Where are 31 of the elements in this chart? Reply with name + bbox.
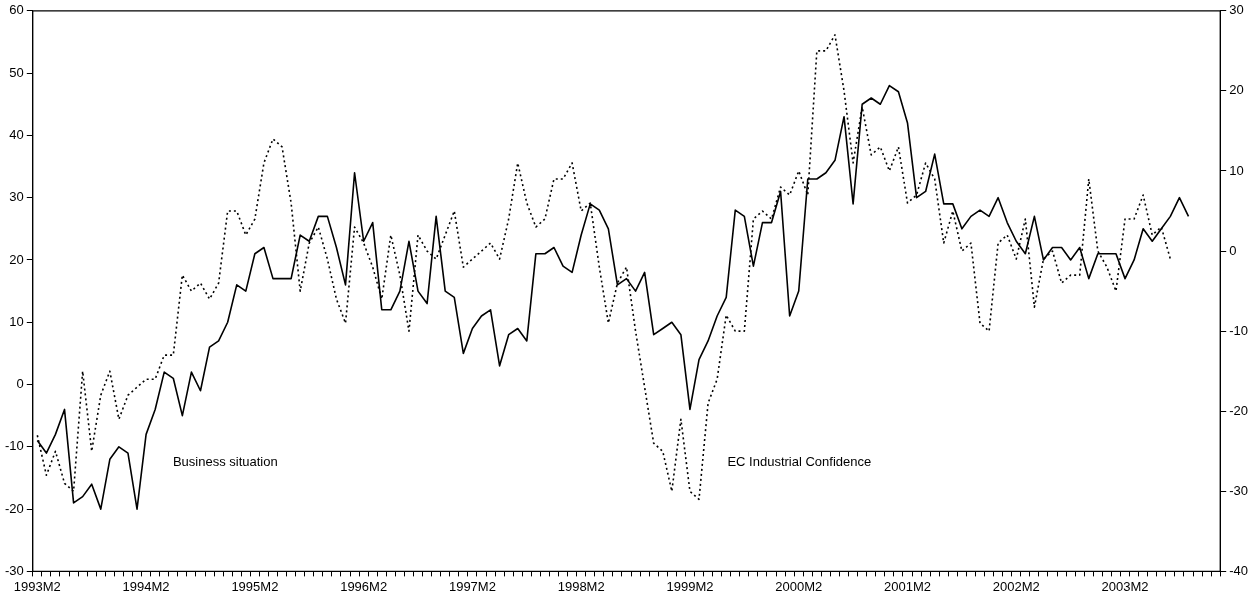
x-tick-label: 1997M2 bbox=[448, 578, 496, 594]
x-tick-label: 2002M2 bbox=[992, 578, 1040, 594]
x-tick-label: 1998M2 bbox=[557, 578, 605, 594]
x-tick-label: 1993M2 bbox=[13, 578, 61, 594]
x-tick-label: 1996M2 bbox=[340, 578, 388, 594]
y-tick-label: 60 bbox=[9, 2, 24, 18]
text: Business situation bbox=[172, 453, 278, 469]
y2-tick-label: 30 bbox=[1229, 2, 1244, 18]
y2-tick-label: -10 bbox=[1229, 322, 1249, 338]
y-tick-label: 40 bbox=[9, 126, 24, 142]
y2-tick-label: -30 bbox=[1229, 482, 1249, 498]
x-tick-label: 1999M2 bbox=[666, 578, 714, 594]
y-tick-label: 50 bbox=[9, 64, 24, 80]
y2-tick-label: -40 bbox=[1229, 562, 1249, 578]
y-tick-label: 20 bbox=[9, 251, 24, 267]
y-tick-label: 10 bbox=[9, 313, 24, 329]
y2-tick-label: 10 bbox=[1229, 162, 1244, 178]
series-label: EC Industrial Confidence bbox=[727, 453, 872, 469]
y-tick-label: -10 bbox=[4, 438, 24, 454]
y-tick-label: 0 bbox=[16, 376, 24, 392]
y-tick-label: -30 bbox=[4, 562, 24, 578]
y2-tick-label: -20 bbox=[1229, 402, 1249, 418]
y2-tick-label: 0 bbox=[1229, 242, 1237, 258]
y2-tick-label: 20 bbox=[1229, 82, 1244, 98]
x-tick-label: 2003M2 bbox=[1101, 578, 1149, 594]
x-tick-label: 2000M2 bbox=[775, 578, 823, 594]
x-tick-label: 1995M2 bbox=[231, 578, 279, 594]
x-tick-label: 2001M2 bbox=[884, 578, 931, 594]
y-tick-label: -20 bbox=[4, 500, 24, 516]
y-tick-label: 30 bbox=[9, 189, 24, 205]
x-tick-label: 1994M2 bbox=[122, 578, 170, 594]
